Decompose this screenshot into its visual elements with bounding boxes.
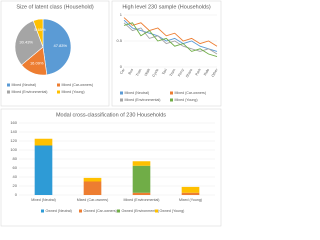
- y-tick-label: 0: [15, 192, 18, 197]
- legend-swatch: [57, 90, 60, 94]
- y-tick-label: 120: [10, 138, 17, 143]
- x-tick-label: Mixed (Young): [179, 198, 202, 202]
- bar-segment: [83, 181, 102, 195]
- x-tick-label: Cycle: [152, 68, 160, 78]
- legend-swatch: [120, 98, 123, 102]
- y-tick-label: 100: [10, 147, 17, 152]
- legend-label: Mixed (Car-owners): [62, 83, 94, 87]
- legend-label: Mixed (Car-owners): [175, 91, 207, 95]
- legend-label: Mixed (Young): [62, 90, 85, 94]
- x-tick-label: Train: [135, 68, 142, 77]
- legend-swatch: [79, 209, 82, 213]
- legend-label: Owned (Neutral): [46, 209, 72, 213]
- y-tick-label: 1: [120, 12, 123, 17]
- pie-slice: [14, 20, 44, 66]
- x-tick-label: Car: [119, 67, 126, 75]
- slice-label: 5.65%: [34, 27, 46, 32]
- x-tick-label: Mixed (Neutral): [31, 198, 56, 202]
- y-tick-label: 40: [13, 174, 18, 179]
- legend-label: Mixed (Neutral): [125, 91, 150, 95]
- bar-segment: [83, 177, 102, 182]
- legend-swatch: [155, 209, 158, 213]
- legend-swatch: [41, 209, 44, 213]
- line-series: [123, 22, 218, 58]
- bar-segment: [132, 165, 151, 193]
- legend-swatch: [170, 98, 173, 102]
- bar-segment: [132, 161, 151, 166]
- x-tick-label: Walk: [144, 68, 151, 77]
- chart-title: High level 230 sample (Households): [122, 4, 211, 10]
- chart-frame: [111, 0, 222, 107]
- pie-slice: [42, 18, 72, 76]
- x-tick-label: Ride: [203, 68, 210, 76]
- slice-label: 30.43%: [19, 40, 33, 45]
- line-series: [123, 19, 218, 52]
- x-tick-label: Mixed (Environmental): [124, 198, 160, 202]
- y-tick-label: 0: [120, 64, 123, 69]
- legend-label: Owned (Car-owners): [84, 209, 117, 213]
- legend-swatch: [117, 209, 120, 213]
- bar-segment: [132, 192, 151, 195]
- x-tick-label: Share: [185, 68, 193, 78]
- legend-swatch: [7, 90, 10, 94]
- legend-label: Mixed (Environmental): [125, 98, 161, 102]
- slice-label: 47.83%: [54, 43, 68, 48]
- x-tick-label: Taxi: [161, 68, 168, 76]
- x-tick-label: Other: [211, 67, 219, 77]
- x-tick-label: Park: [195, 68, 202, 77]
- legend-swatch: [57, 83, 60, 87]
- y-tick-label: 80: [13, 156, 18, 161]
- legend-swatch: [120, 91, 123, 95]
- x-tick-label: Bus: [128, 68, 135, 76]
- legend-label: Mixed (Young): [175, 98, 198, 102]
- legend-label: Mixed (Environmental): [12, 90, 48, 94]
- bar-segment: [181, 186, 200, 193]
- y-tick-label: 0.5: [116, 38, 122, 43]
- legend-label: Mixed (Neutral): [12, 83, 37, 87]
- y-tick-label: 160: [10, 120, 17, 125]
- legend-label: Owned (Young): [160, 209, 185, 213]
- dashboard: Size of latent class (Household)47.83%16…: [0, 0, 222, 227]
- y-tick-label: 20: [13, 183, 18, 188]
- y-tick-label: 60: [13, 165, 18, 170]
- bar-segment: [181, 192, 200, 195]
- pie-slice: [32, 18, 44, 48]
- x-tick-label: Tram: [169, 68, 177, 77]
- bar-segment: [34, 145, 53, 195]
- y-tick-label: 140: [10, 129, 17, 134]
- slice-label: 16.09%: [30, 60, 44, 65]
- x-tick-label: Ferry: [177, 68, 185, 77]
- x-tick-label: Mixed (Car-owners): [77, 198, 109, 202]
- line-series: [123, 17, 218, 47]
- chart-title: Size of latent class (Household): [16, 4, 94, 10]
- bar-segment: [34, 138, 53, 146]
- legend-swatch: [170, 91, 173, 95]
- legend-swatch: [7, 83, 10, 87]
- chart-title: Modal cross-classification of 230 Househ…: [56, 112, 166, 118]
- legend-label: Owned (Environmental): [122, 209, 160, 213]
